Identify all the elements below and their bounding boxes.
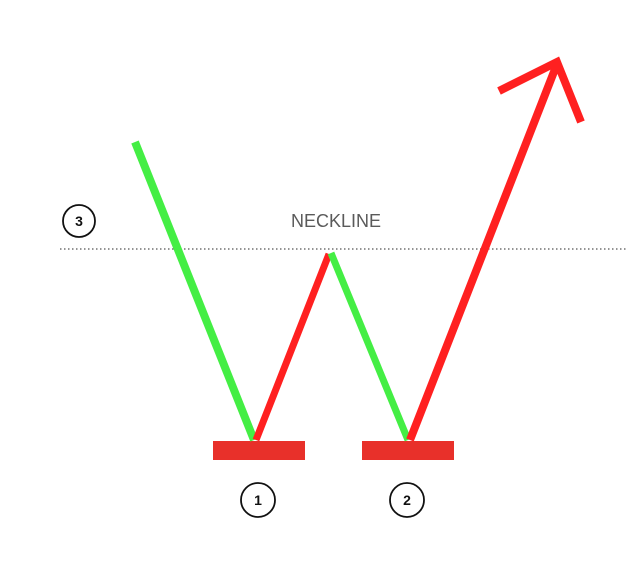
marker-1: 1 — [240, 482, 276, 518]
breakout-leg — [406, 62, 561, 442]
support-bar-1 — [213, 441, 305, 460]
neckline-label: NECKLINE — [291, 211, 381, 231]
breakout-arrowhead — [497, 56, 585, 124]
marker-1-label: 1 — [254, 492, 262, 508]
marker-3-circle — [62, 204, 96, 238]
marker-1-circle — [240, 482, 276, 518]
marker-2-circle — [389, 482, 425, 518]
marker-2: 2 — [389, 482, 425, 518]
marker-2-label: 2 — [403, 492, 411, 508]
rally-leg-1 — [252, 252, 333, 442]
support-bar-2 — [362, 441, 454, 460]
marker-3-label: 3 — [75, 213, 83, 229]
decline-leg-1 — [131, 140, 258, 442]
decline-leg-2 — [327, 251, 412, 442]
marker-3: 3 — [62, 204, 96, 238]
